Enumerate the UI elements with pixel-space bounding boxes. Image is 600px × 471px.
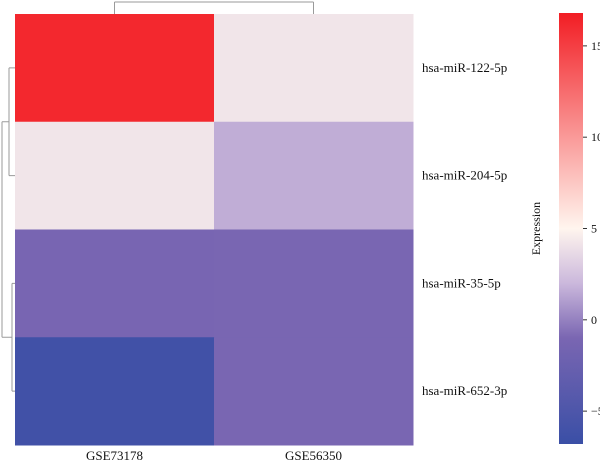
colorbar-tick-label: 0 bbox=[591, 313, 597, 327]
colorbar-tick-label: 5 bbox=[591, 222, 597, 236]
heatmap-cell-hsa-miR-652-3p-GSE56350 bbox=[214, 337, 414, 446]
row-label: hsa-miR-204-5p bbox=[422, 168, 507, 183]
heatmap-cell-hsa-miR-204-5p-GSE56350 bbox=[214, 121, 414, 230]
row-labels: hsa-miR-122-5p hsa-miR-204-5p hsa-miR-35-5… bbox=[422, 60, 507, 398]
heatmap-cell-hsa-miR-122-5p-GSE56350 bbox=[214, 14, 414, 123]
heatmap-cell-hsa-miR-35-5p-GSE56350 bbox=[214, 229, 414, 338]
colorbar: −5 0 5 10 15 Expression bbox=[529, 13, 600, 444]
heatmap-cell-hsa-miR-204-5p-GSE73178 bbox=[15, 121, 215, 230]
colorbar-title: Expression bbox=[529, 202, 543, 255]
colorbar-tick-label: 10 bbox=[591, 130, 600, 144]
heatmap-cell-hsa-miR-652-3p-GSE73178 bbox=[15, 337, 215, 446]
row-dendrogram bbox=[1, 67, 15, 392]
heatmap-cell-hsa-miR-122-5p-GSE73178 bbox=[15, 14, 215, 123]
colorbar-ticks: −5 0 5 10 15 bbox=[583, 39, 600, 418]
heatmap-cells bbox=[15, 14, 414, 446]
column-label: GSE56350 bbox=[285, 448, 342, 463]
row-label: hsa-miR-652-3p bbox=[422, 383, 507, 398]
row-label: hsa-miR-35-5p bbox=[422, 275, 501, 290]
colorbar-tick-label: 15 bbox=[591, 39, 600, 53]
column-label: GSE73178 bbox=[86, 448, 143, 463]
column-labels: GSE73178 GSE56350 bbox=[86, 448, 342, 463]
row-label: hsa-miR-122-5p bbox=[422, 60, 507, 75]
colorbar-tick-label: −5 bbox=[591, 404, 600, 418]
heatmap-cell-hsa-miR-35-5p-GSE73178 bbox=[15, 229, 215, 338]
column-dendrogram bbox=[114, 1, 314, 14]
colorbar-gradient bbox=[559, 13, 583, 444]
